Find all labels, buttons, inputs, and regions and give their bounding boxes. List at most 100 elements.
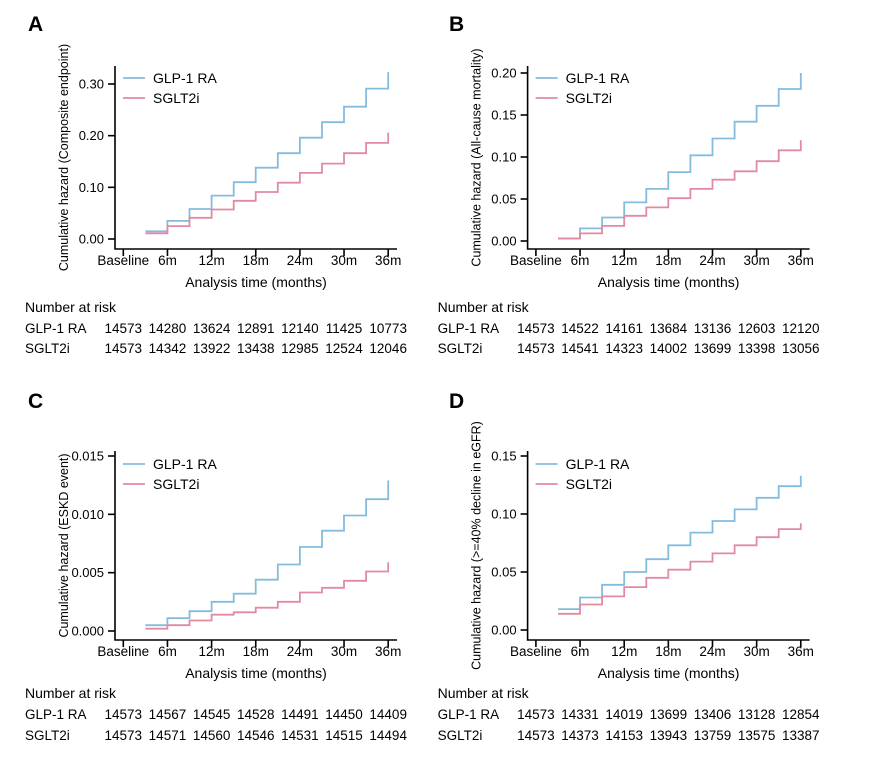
x-axis-title: Analysis time (months) <box>598 665 740 681</box>
x-axis-title: Analysis time (months) <box>185 665 327 681</box>
panel-C: C 0.000 0.005 0.010 0.015 Baseline 6m 12m 18m 24m… <box>25 390 407 743</box>
risk-count: 14409 <box>369 707 407 722</box>
risk-count: 14531 <box>281 728 319 743</box>
y-tick-label: 0.10 <box>79 180 104 195</box>
risk-table-header: Number at risk <box>25 685 117 701</box>
series-glp1-ra <box>558 475 802 610</box>
x-tick-label: Baseline <box>510 644 562 659</box>
x-tick-label: Baseline <box>510 253 562 268</box>
risk-count: 13136 <box>694 321 732 336</box>
risk-table-header: Number at risk <box>438 685 530 701</box>
risk-count: 12985 <box>281 341 319 356</box>
risk-count: 13684 <box>650 321 688 336</box>
x-tick-label: 18m <box>243 644 269 659</box>
y-tick-label: 0.05 <box>491 192 516 207</box>
risk-count: 14331 <box>561 707 599 722</box>
risk-count: 14573 <box>517 707 555 722</box>
risk-count: 13943 <box>650 728 688 743</box>
x-tick-label: 30m <box>331 644 357 659</box>
risk-row-label: GLP-1 RA <box>438 321 500 336</box>
y-tick-label: 0.30 <box>79 77 104 92</box>
x-tick-label: 6m <box>158 644 177 659</box>
x-axis-title: Analysis time (months) <box>185 274 327 290</box>
y-tick-label: 0.00 <box>491 623 516 638</box>
legend-label: SGLT2i <box>566 90 612 106</box>
panel-letter-B: B <box>449 13 464 36</box>
risk-count: 14545 <box>193 707 231 722</box>
panel-letter-D: D <box>449 390 464 413</box>
risk-count: 13128 <box>738 707 776 722</box>
y-tick-label: 0.00 <box>491 234 516 249</box>
risk-count: 14573 <box>105 321 143 336</box>
risk-count: 13387 <box>782 728 820 743</box>
risk-count: 14153 <box>605 728 643 743</box>
x-tick-label: 36m <box>788 644 814 659</box>
y-tick-label: 0.005 <box>71 565 104 580</box>
y-tick-label: 0.15 <box>491 449 516 464</box>
x-tick-label: 12m <box>611 644 637 659</box>
risk-row-label: SGLT2i <box>25 341 70 356</box>
risk-count: 14161 <box>605 321 643 336</box>
x-tick-label: 30m <box>331 253 357 268</box>
risk-count: 13699 <box>650 707 688 722</box>
risk-count: 14573 <box>517 341 555 356</box>
risk-count: 14560 <box>193 728 231 743</box>
risk-count: 12140 <box>281 321 319 336</box>
risk-count: 13438 <box>237 341 275 356</box>
x-axis-title: Analysis time (months) <box>598 274 740 290</box>
x-tick-label: 12m <box>198 644 224 659</box>
y-axis-title: Cumulative hazard (>=40% decline in eGFR… <box>470 421 484 670</box>
risk-count: 12854 <box>782 707 820 722</box>
risk-count: 14573 <box>105 341 143 356</box>
x-tick-label: Baseline <box>97 253 149 268</box>
risk-count: 13759 <box>694 728 732 743</box>
y-tick-label: 0.05 <box>491 565 516 580</box>
risk-count: 12046 <box>369 341 407 356</box>
risk-count: 14342 <box>149 341 187 356</box>
y-tick-label: 0.15 <box>491 108 516 123</box>
risk-count: 14567 <box>149 707 187 722</box>
axis-spines <box>114 66 397 250</box>
y-tick-label: 0.000 <box>71 624 104 639</box>
series-sglt2i <box>145 562 390 630</box>
legend-label: SGLT2i <box>153 90 199 106</box>
risk-count: 14494 <box>369 728 407 743</box>
x-tick-label: 6m <box>571 253 590 268</box>
legend-label: GLP-1 RA <box>153 70 217 86</box>
risk-count: 13406 <box>694 707 732 722</box>
risk-count: 14573 <box>517 728 555 743</box>
risk-count: 12603 <box>738 321 776 336</box>
legend-label: GLP-1 RA <box>566 456 630 472</box>
y-axis-title: Cumulative hazard (All-cause mortality) <box>470 48 484 266</box>
risk-row-label: SGLT2i <box>438 341 483 356</box>
risk-count: 13575 <box>738 728 776 743</box>
risk-count: 13922 <box>193 341 231 356</box>
y-tick-label: 0.00 <box>79 232 104 247</box>
risk-count: 13699 <box>694 341 732 356</box>
risk-row-label: SGLT2i <box>438 728 483 743</box>
panel-A: A 0.00 0.10 0.20 0.30 Baseline 6m 12m 18m 24m 30m 3… <box>25 13 407 356</box>
risk-count: 14541 <box>561 341 599 356</box>
risk-count: 14528 <box>237 707 275 722</box>
risk-count: 14571 <box>149 728 187 743</box>
x-tick-label: 6m <box>571 644 590 659</box>
risk-row-label: GLP-1 RA <box>438 707 500 722</box>
legend-label: GLP-1 RA <box>153 456 217 472</box>
y-tick-label: 0.20 <box>79 128 104 143</box>
y-tick-label: 0.10 <box>491 150 516 165</box>
y-axis-title: Cumulative hazard (ESKD event) <box>57 453 71 637</box>
series-sglt2i <box>558 523 802 615</box>
risk-count: 14522 <box>561 321 599 336</box>
x-tick-label: 36m <box>375 253 401 268</box>
risk-count: 14373 <box>561 728 599 743</box>
x-tick-label: 30m <box>744 644 770 659</box>
panel-D: D 0.00 0.05 0.10 0.15 Baseline 6m 12m 18m 24m 30m 3… <box>438 390 820 743</box>
legend-label: SGLT2i <box>566 476 612 492</box>
series-sglt2i <box>558 140 802 240</box>
risk-count: 13398 <box>738 341 776 356</box>
x-tick-label: 24m <box>287 644 313 659</box>
x-tick-label: 12m <box>611 253 637 268</box>
x-tick-label: 6m <box>158 253 177 268</box>
